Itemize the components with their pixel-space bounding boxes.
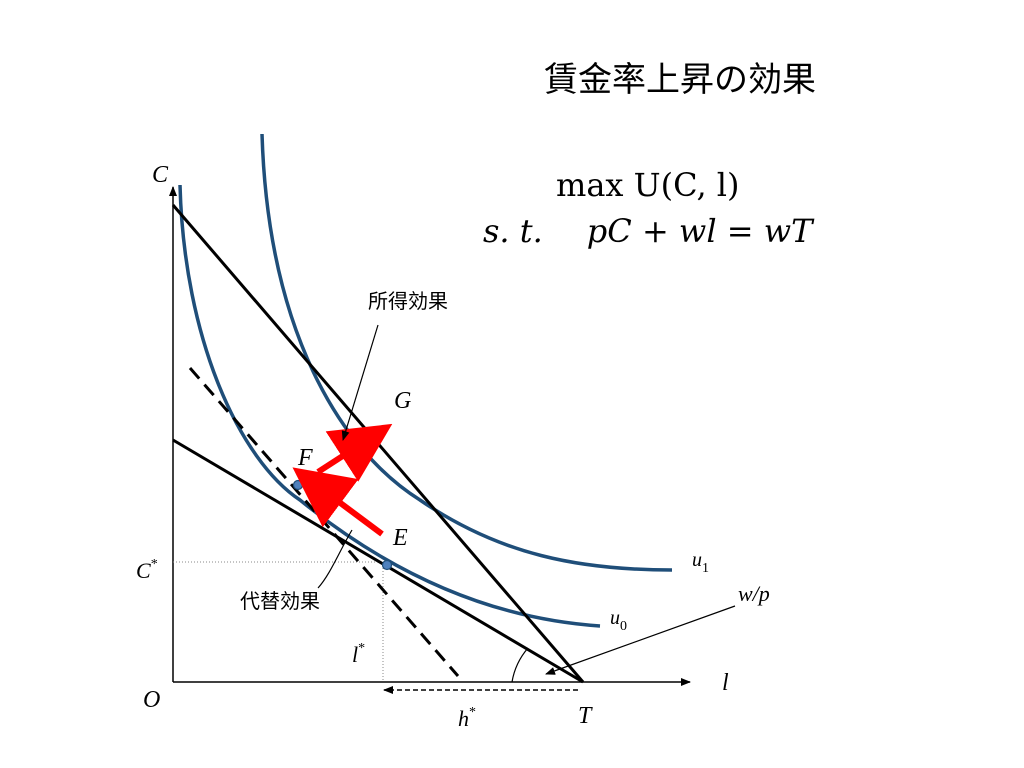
- x-axis-label: l: [722, 670, 729, 696]
- slope-angle-arc: [511, 647, 529, 683]
- u0-base: u: [610, 607, 620, 629]
- h-star-base: h: [458, 706, 469, 731]
- l-star-label: l*: [352, 641, 365, 667]
- point-f-marker: [292, 479, 304, 491]
- objective-formula: max U(C, l): [556, 166, 740, 204]
- l-star-base: l: [352, 642, 358, 667]
- compensated-budget-line: [188, 367, 460, 677]
- income-arrow: [316, 423, 393, 482]
- point-e-label: E: [392, 525, 408, 551]
- y-axis-label: C: [152, 162, 169, 188]
- constraint-prefix: s. t.: [483, 212, 543, 250]
- u1-subscript: 1: [702, 561, 709, 576]
- budget-line-original: [172, 438, 584, 684]
- point-f-label: F: [297, 445, 313, 471]
- slope-callout: [545, 605, 736, 675]
- budget-line-high-wage: [171, 204, 585, 683]
- l-star-superscript: *: [358, 641, 365, 656]
- u1-label: u1: [692, 549, 709, 576]
- slide-title: 賃金率上昇の効果: [544, 60, 816, 100]
- indifference-curve-u1: [260, 133, 673, 572]
- substitution-effect-callout: [317, 529, 353, 589]
- substitution-arrow: [292, 467, 384, 537]
- income-effect-callout: [341, 324, 379, 441]
- income-effect-label: 所得効果: [368, 289, 448, 313]
- h-star-superscript: *: [469, 705, 476, 720]
- slope-label: w/p: [738, 581, 770, 606]
- u1-base: u: [692, 549, 702, 571]
- indifference-curve-u0: [178, 184, 601, 628]
- point-g-marker: [372, 430, 384, 442]
- h-star-label: h*: [458, 705, 476, 731]
- u0-subscript: 0: [620, 619, 627, 634]
- c-star-base: C: [136, 558, 151, 583]
- constraint-formula: s. t. pC + wl = wT: [483, 212, 812, 250]
- point-t-label: T: [578, 703, 593, 729]
- substitution-effect-label: 代替効果: [240, 589, 320, 613]
- point-e-marker: [381, 559, 393, 571]
- u0-label: u0: [610, 607, 627, 634]
- constraint-equation: pC + wl = wT: [586, 212, 813, 250]
- point-g-label: G: [394, 388, 411, 414]
- origin-label: O: [143, 687, 160, 713]
- c-star-superscript: *: [151, 557, 158, 572]
- c-star-label: C*: [136, 557, 158, 583]
